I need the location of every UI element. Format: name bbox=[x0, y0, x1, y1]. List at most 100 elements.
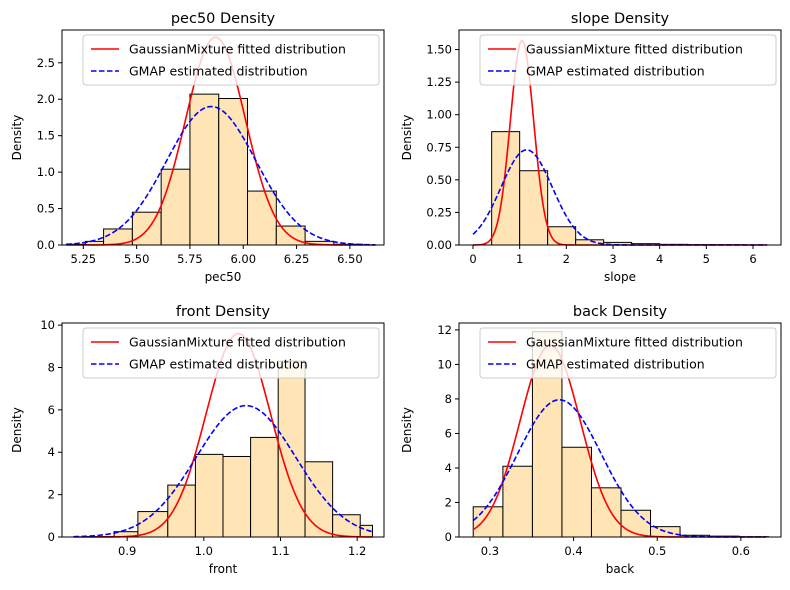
x-tick-label: 2 bbox=[563, 252, 570, 266]
subplot-title: pec50 Density bbox=[171, 11, 276, 27]
y-tick-label: 2 bbox=[48, 488, 55, 502]
y-tick-label: 6 bbox=[445, 426, 452, 440]
x-tick-label: 1.0 bbox=[195, 544, 213, 558]
x-tick-label: 0 bbox=[469, 252, 476, 266]
x-tick-label: 1 bbox=[516, 252, 523, 266]
y-tick-label: 2.0 bbox=[37, 92, 55, 106]
y-tick-label: 0 bbox=[445, 530, 452, 544]
legend-label: GMAP estimated distribution bbox=[129, 64, 308, 79]
legend-label: GaussianMixture fitted distribution bbox=[526, 42, 743, 57]
legend: GaussianMixture fitted distribution GMAP … bbox=[479, 34, 777, 86]
axes-frame bbox=[61, 29, 385, 246]
hist-bar bbox=[160, 168, 191, 246]
hist-bar bbox=[650, 526, 681, 538]
y-tick-label: 0.50 bbox=[426, 173, 452, 187]
subplot-title: back Density bbox=[573, 304, 668, 320]
legend-box bbox=[82, 327, 380, 379]
legend-label: GaussianMixture fitted distribution bbox=[526, 335, 743, 350]
y-tick-label: 0.25 bbox=[426, 205, 452, 219]
x-tick-label: 0.3 bbox=[481, 544, 499, 558]
x-axis-label: back bbox=[606, 562, 635, 576]
legend-label: GMAP estimated distribution bbox=[526, 357, 705, 372]
legend: GaussianMixture fitted distribution GMAP … bbox=[82, 34, 380, 86]
y-tick-label: 10 bbox=[40, 318, 55, 332]
subplot-0: 5.25 5.50 5.75 6.00 6.25 6.50 0.0 0.5 1.0 1.5 2.0 2… bbox=[10, 11, 385, 284]
legend-box bbox=[479, 327, 777, 379]
x-tick-label: 5 bbox=[703, 252, 710, 266]
hist-bar bbox=[502, 465, 533, 538]
legend-box bbox=[479, 34, 777, 86]
y-tick-label: 2.5 bbox=[37, 56, 55, 70]
x-axis-label: slope bbox=[604, 270, 636, 284]
y-tick-label: 6 bbox=[48, 403, 55, 417]
axes-frame bbox=[458, 322, 782, 538]
hist-bar bbox=[472, 506, 504, 538]
legend-label: GMAP estimated distribution bbox=[129, 357, 308, 372]
x-axis-label: pec50 bbox=[205, 270, 242, 284]
hist-bar bbox=[250, 436, 279, 538]
subplot-3: 0.3 0.4 0.5 0.6 0 2 4 6 8 10 12 back Density back Den… bbox=[400, 304, 782, 576]
hist-bar bbox=[561, 446, 592, 538]
x-tick-label: 5.25 bbox=[71, 252, 97, 266]
y-tick-label: 1.5 bbox=[37, 129, 55, 143]
y-tick-label: 2 bbox=[445, 495, 452, 509]
hist-bar bbox=[194, 453, 224, 538]
y-tick-label: 0.0 bbox=[37, 238, 55, 252]
subplot-2: 0.9 1.0 1.1 1.2 0 2 4 6 8 10 front Density front Den… bbox=[10, 304, 385, 576]
y-tick-label: 1.00 bbox=[426, 108, 452, 122]
x-tick-label: 6.25 bbox=[284, 252, 310, 266]
legend-box bbox=[82, 34, 380, 86]
hist-bar bbox=[222, 455, 252, 538]
x-tick-label: 6 bbox=[749, 252, 756, 266]
y-axis-label: Density bbox=[400, 407, 414, 453]
x-tick-label: 5.50 bbox=[124, 252, 150, 266]
x-tick-label: 6.00 bbox=[230, 252, 256, 266]
y-tick-label: 0.75 bbox=[426, 140, 452, 154]
y-tick-label: 0.00 bbox=[426, 238, 452, 252]
x-tick-label: 4 bbox=[656, 252, 663, 266]
subplot-title: slope Density bbox=[571, 11, 670, 27]
y-tick-label: 0 bbox=[48, 530, 55, 544]
hist-bar bbox=[277, 360, 306, 538]
hist-bar bbox=[131, 211, 162, 246]
x-tick-label: 0.4 bbox=[564, 544, 582, 558]
y-tick-label: 1.0 bbox=[37, 165, 55, 179]
x-tick-label: 5.75 bbox=[177, 252, 203, 266]
x-tick-label: 0.9 bbox=[118, 544, 136, 558]
y-tick-label: 10 bbox=[437, 357, 452, 371]
hist-bar bbox=[218, 98, 249, 246]
x-tick-label: 1.2 bbox=[348, 544, 366, 558]
hist-bar bbox=[590, 487, 622, 538]
y-tick-label: 0.5 bbox=[37, 202, 55, 216]
hist-bar bbox=[189, 93, 220, 246]
x-tick-label: 0.5 bbox=[648, 544, 666, 558]
y-axis-label: Density bbox=[10, 115, 24, 161]
estimated-distribution-line bbox=[73, 404, 373, 538]
legend-label: GaussianMixture fitted distribution bbox=[129, 335, 346, 350]
y-axis-label: Density bbox=[400, 115, 414, 161]
axes-frame bbox=[61, 322, 385, 538]
x-tick-label: 1.1 bbox=[271, 544, 289, 558]
hist-bar bbox=[247, 190, 277, 246]
y-tick-label: 12 bbox=[437, 323, 452, 337]
y-tick-label: 4 bbox=[445, 461, 452, 475]
legend-label: GMAP estimated distribution bbox=[526, 64, 705, 79]
y-tick-label: 1.25 bbox=[426, 75, 452, 89]
x-tick-label: 3 bbox=[609, 252, 616, 266]
x-tick-label: 6.50 bbox=[337, 252, 363, 266]
y-tick-label: 4 bbox=[48, 445, 55, 459]
y-tick-label: 8 bbox=[445, 392, 452, 406]
legend: GaussianMixture fitted distribution GMAP … bbox=[82, 327, 380, 379]
y-tick-label: 8 bbox=[48, 360, 55, 374]
hist-bar bbox=[304, 461, 334, 538]
subplot-title: front Density bbox=[176, 304, 271, 320]
legend: GaussianMixture fitted distribution GMAP … bbox=[479, 327, 777, 379]
x-axis-label: front bbox=[209, 562, 238, 576]
x-tick-label: 0.6 bbox=[732, 544, 750, 558]
axes-frame bbox=[458, 29, 782, 246]
subplot-1: 0 1 2 3 4 5 6 0.00 0.25 0.50 0.75 1.00 1.25 1.50 slope… bbox=[400, 11, 782, 284]
legend-label: GaussianMixture fitted distribution bbox=[129, 42, 346, 57]
y-tick-label: 1.50 bbox=[426, 43, 452, 57]
y-axis-label: Density bbox=[10, 407, 24, 453]
